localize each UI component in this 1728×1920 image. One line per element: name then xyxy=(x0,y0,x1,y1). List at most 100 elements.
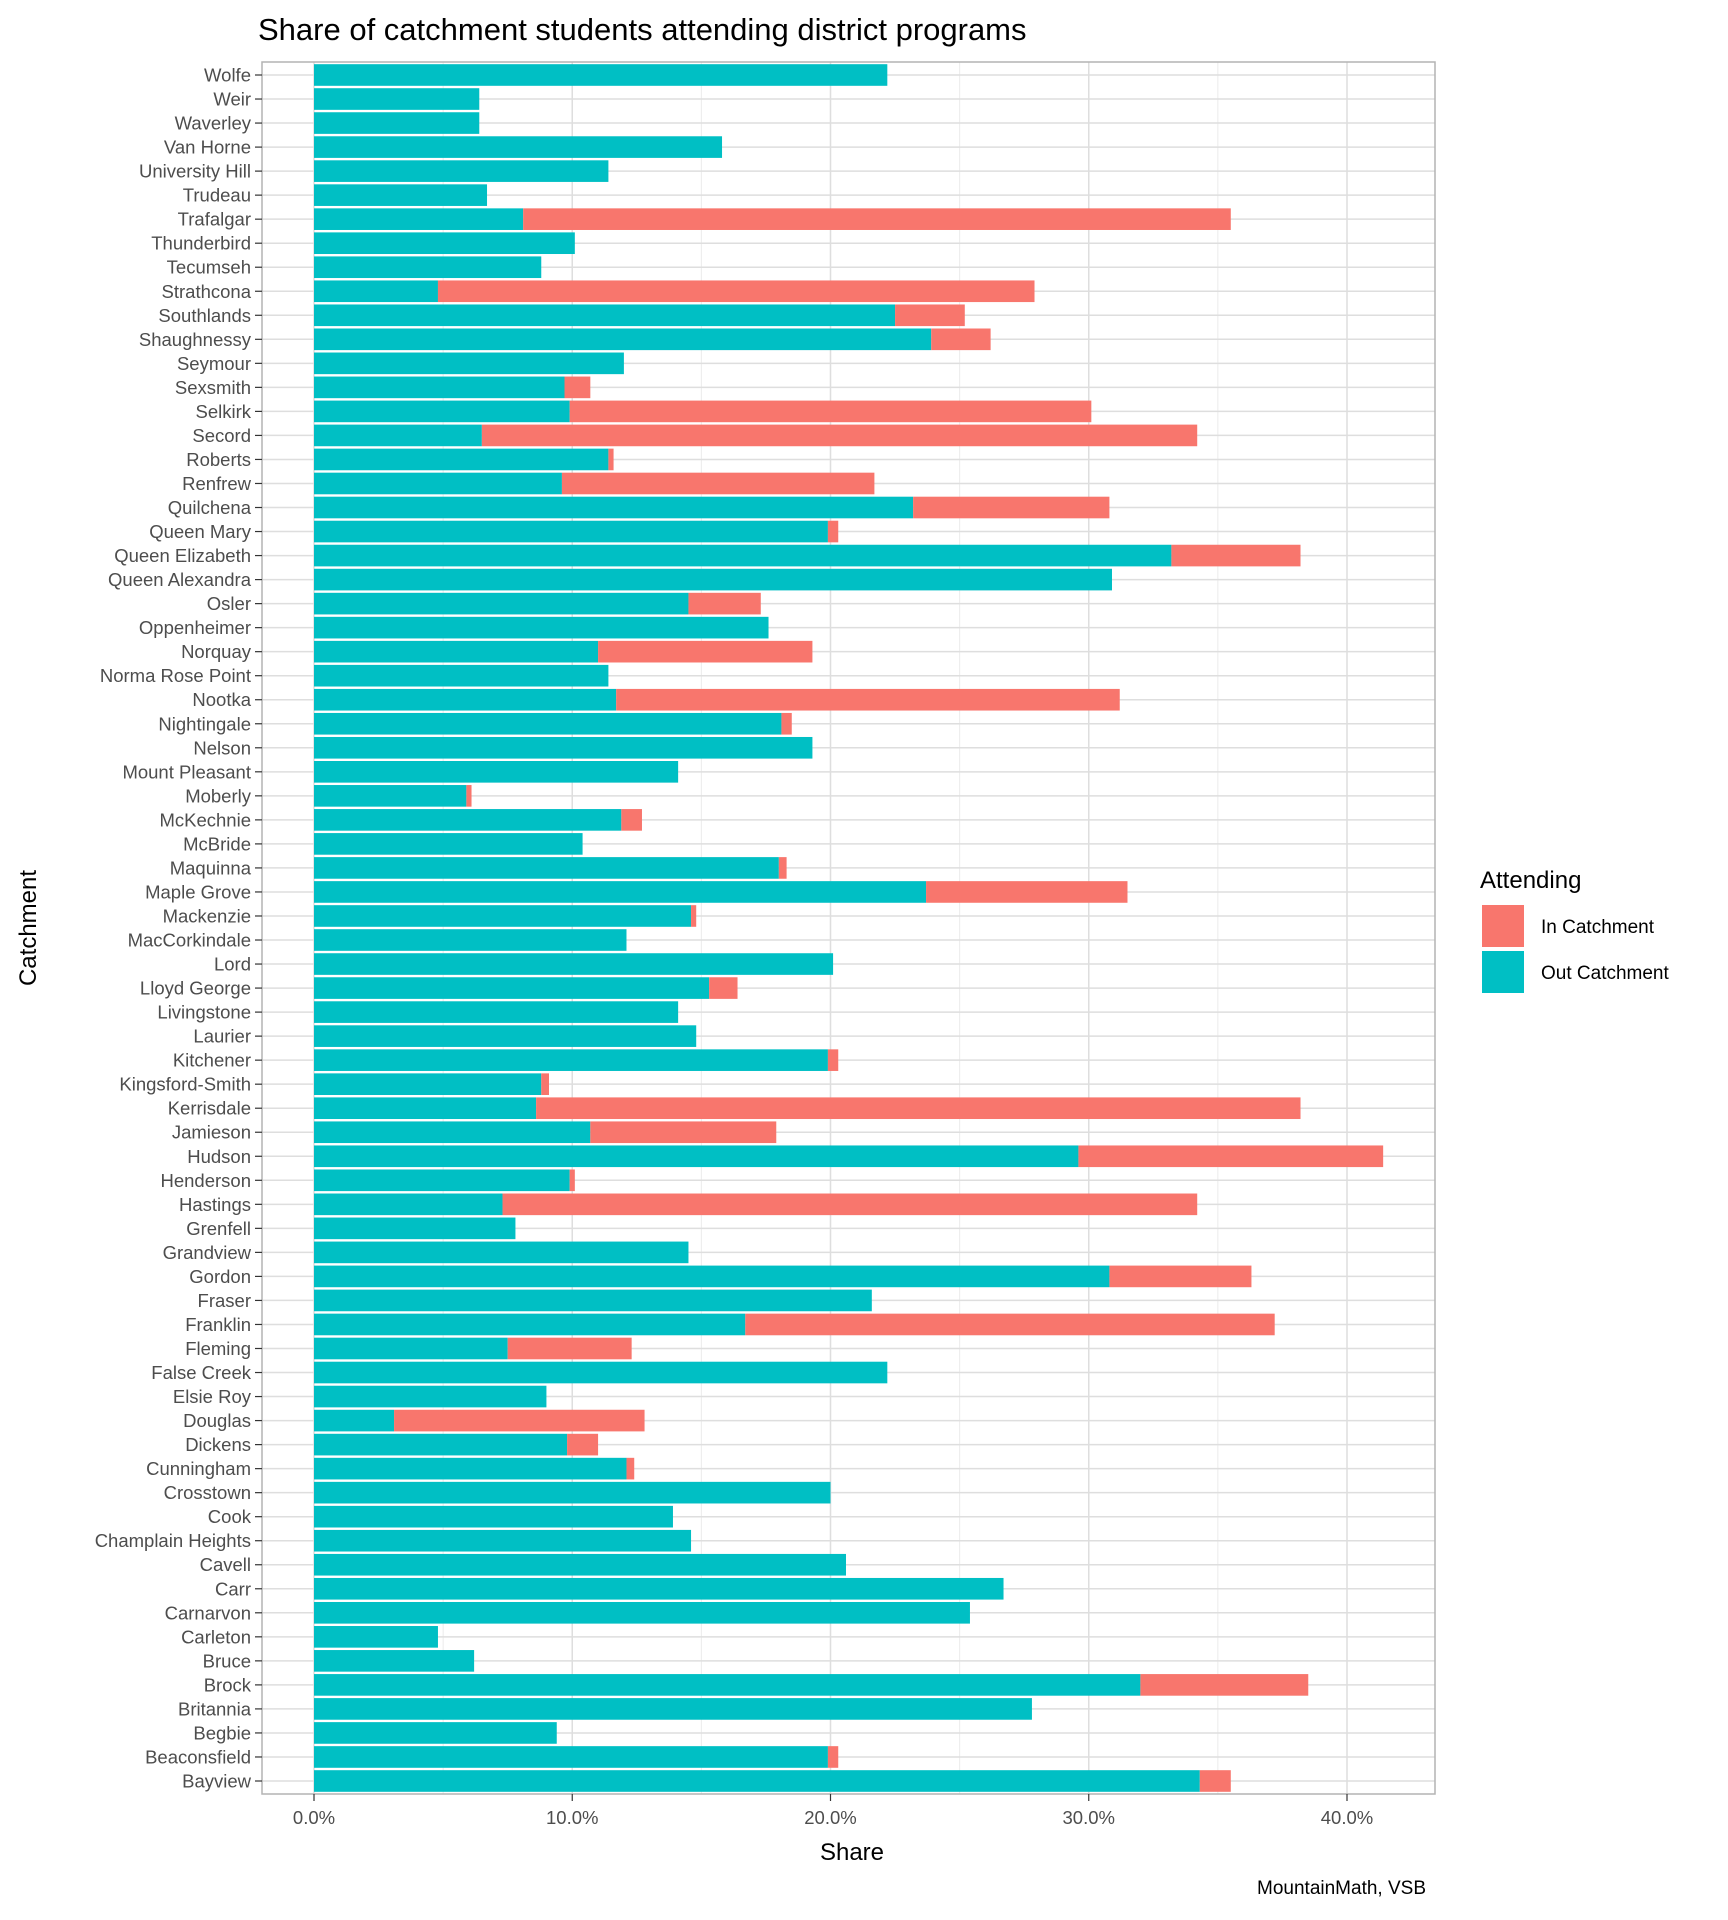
bar-out-catchment xyxy=(314,1193,503,1216)
bar-in-catchment xyxy=(541,1073,550,1095)
bar-in-catchment xyxy=(481,424,1198,447)
bar-out-catchment xyxy=(314,352,624,375)
y-tick-label: Shaughnessy xyxy=(139,329,252,350)
bar-out-catchment xyxy=(314,568,1112,591)
bar-in-catchment xyxy=(745,1313,1275,1336)
bar-in-catchment xyxy=(1199,1770,1231,1792)
y-tick-label: Osler xyxy=(207,593,251,614)
bar-out-catchment xyxy=(314,833,583,855)
legend: Attending In Catchment Out Catchment xyxy=(1480,867,1669,993)
bar-out-catchment xyxy=(314,1217,516,1240)
bar-in-catchment xyxy=(466,785,472,807)
chart-title: Share of catchment students attending di… xyxy=(258,12,1027,47)
y-tick-label: Renfrew xyxy=(182,473,252,494)
y-tick-label: Bruce xyxy=(203,1650,251,1671)
y-tick-label: Britannia xyxy=(178,1698,252,1719)
bar-out-catchment xyxy=(314,1481,831,1504)
y-tick-label: Cook xyxy=(208,1506,252,1527)
bar-out-catchment xyxy=(314,232,575,255)
y-tick-label: Thunderbird xyxy=(151,233,251,254)
x-tick-label: 30.0% xyxy=(1063,1807,1115,1828)
x-tick-label: 0.0% xyxy=(293,1807,335,1828)
chart-caption: MountainMath, VSB xyxy=(1257,1878,1426,1899)
bar-out-catchment xyxy=(314,785,467,807)
y-tick-label: Waverley xyxy=(175,113,252,134)
bar-out-catchment xyxy=(314,1457,627,1480)
bar-out-catchment xyxy=(314,328,932,351)
bar-out-catchment xyxy=(314,64,888,86)
bar-in-catchment xyxy=(569,400,1092,423)
bar-out-catchment xyxy=(314,977,710,999)
y-tick-label: Cunningham xyxy=(146,1458,251,1479)
y-tick-label: Hastings xyxy=(179,1194,251,1215)
y-tick-label: Champlain Heights xyxy=(95,1530,251,1551)
bar-out-catchment xyxy=(314,1722,557,1744)
bar-out-catchment xyxy=(314,664,609,687)
y-tick-label: Nootka xyxy=(192,689,251,710)
bar-out-catchment xyxy=(314,160,609,182)
bar-out-catchment xyxy=(314,376,565,399)
y-tick-label: Carleton xyxy=(181,1626,251,1647)
bar-out-catchment xyxy=(314,761,679,783)
y-tick-label: Begbie xyxy=(193,1722,251,1743)
bar-out-catchment xyxy=(314,496,914,519)
grid-minor xyxy=(442,62,1219,1794)
y-tick-label: Kitchener xyxy=(173,1050,251,1071)
bar-out-catchment xyxy=(314,640,599,663)
bar-in-catchment xyxy=(394,1409,645,1432)
bar-out-catchment xyxy=(314,1289,872,1312)
y-tick-label: Trafalgar xyxy=(178,209,251,230)
bar-in-catchment xyxy=(931,328,991,351)
x-tick-label: 40.0% xyxy=(1321,1807,1373,1828)
bar-in-catchment xyxy=(536,1097,1301,1120)
bar-out-catchment xyxy=(314,688,617,711)
bar-out-catchment xyxy=(314,1025,697,1047)
y-tick-label: False Creek xyxy=(151,1362,251,1383)
bar-out-catchment xyxy=(314,448,609,471)
y-tick-label: University Hill xyxy=(139,161,251,182)
bar-out-catchment xyxy=(314,1145,1079,1168)
bar-in-catchment xyxy=(778,857,787,879)
bar-in-catchment xyxy=(895,304,965,327)
bar-out-catchment xyxy=(314,1529,692,1552)
bar-out-catchment xyxy=(314,1385,547,1408)
y-tick-label: Carr xyxy=(215,1578,251,1599)
bar-out-catchment xyxy=(314,616,769,639)
bar-in-catchment xyxy=(621,809,642,831)
y-tick-label: Moberly xyxy=(185,785,252,806)
y-tick-label: Mackenzie xyxy=(163,905,251,926)
y-tick-label: Franklin xyxy=(185,1314,251,1335)
y-tick-label: Van Horne xyxy=(164,137,251,158)
bar-out-catchment xyxy=(314,544,1172,567)
bar-in-catchment xyxy=(561,472,875,495)
y-tick-label: Carnarvon xyxy=(165,1602,251,1623)
x-axis-title: Share xyxy=(820,1839,884,1866)
bar-out-catchment xyxy=(314,256,542,279)
bar-out-catchment xyxy=(314,304,896,327)
bar-out-catchment xyxy=(314,88,480,110)
bar-out-catchment xyxy=(314,809,622,831)
bar-out-catchment xyxy=(314,136,723,158)
bar-out-catchment xyxy=(314,208,524,230)
y-tick-label: Queen Alexandra xyxy=(108,569,252,590)
bars xyxy=(314,64,1384,1792)
x-tick-label: 20.0% xyxy=(804,1807,856,1828)
bar-in-catchment xyxy=(781,712,792,735)
y-tick-label: Norquay xyxy=(181,641,252,662)
bar-out-catchment xyxy=(314,1746,828,1768)
bar-in-catchment xyxy=(626,1457,635,1480)
bar-out-catchment xyxy=(314,1049,828,1071)
y-tick-label: Quilchena xyxy=(168,497,252,518)
bar-in-catchment xyxy=(507,1337,632,1360)
bar-out-catchment xyxy=(314,712,782,735)
y-tick-label: Beaconsfield xyxy=(145,1746,251,1767)
y-tick-label: Jamieson xyxy=(172,1122,251,1143)
y-tick-label: Lord xyxy=(214,954,251,975)
y-tick-label: Grandview xyxy=(163,1242,252,1263)
bar-in-catchment xyxy=(567,1433,599,1456)
y-tick-label: Hudson xyxy=(187,1146,251,1167)
y-tick-label: Henderson xyxy=(160,1170,251,1191)
y-tick-label: Wolfe xyxy=(204,65,251,86)
bar-in-catchment xyxy=(1078,1145,1384,1168)
y-tick-label: Oppenheimer xyxy=(139,617,251,638)
